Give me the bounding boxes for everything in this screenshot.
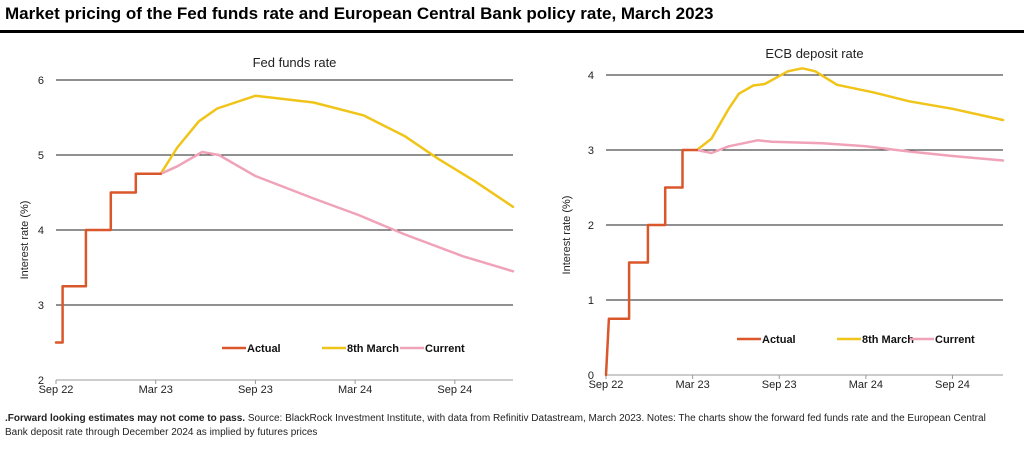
charts-canvas: Fed funds rate 2 3 4 5 6 Sep 22 Mar 23 Sep 23 Mar…: [19, 46, 1005, 396]
chart1-x-tick-label: Mar 23: [139, 384, 173, 396]
chart2-y-tick-label: 4: [588, 70, 594, 82]
chart2-x-tick-label: Mar 23: [675, 379, 709, 391]
footnote-source: Source: BlackRock Investment Institute, …: [5, 413, 986, 438]
chart2-x-tick-label: Mar 24: [849, 379, 883, 391]
chart1-series-current: [159, 150, 515, 273]
chart1-y-tick-label: 3: [38, 300, 44, 312]
chart2-y-tick-label: 0: [588, 370, 594, 382]
chart2-y-tick-label: 2: [588, 220, 594, 232]
chart2-legend-label: Current: [935, 334, 975, 346]
chart1-y-tick-label: 6: [38, 75, 44, 87]
chart2-y-tick-label: 1: [588, 295, 594, 307]
chart2-y-tick-label: 3: [588, 145, 594, 157]
chart2-title: ECB deposit rate: [765, 46, 863, 61]
chart1-y-axis-label: Interest rate (%): [19, 201, 31, 280]
page-title: Market pricing of the Fed funds rate and…: [5, 4, 714, 23]
chart1-y-tick-label: 4: [38, 225, 44, 237]
chart1-title: Fed funds rate: [253, 55, 337, 70]
chart2-series-actual: [604, 148, 699, 377]
footnote-disclaimer: .Forward looking estimates may not come …: [5, 413, 246, 424]
title-rule: [0, 30, 1024, 33]
chart1-series-actual: [54, 172, 162, 344]
chart1-x-tick-label: Sep 24: [437, 384, 472, 396]
chart2-series-8th-march: [695, 67, 1005, 152]
footnote: .Forward looking estimates may not come …: [5, 412, 1005, 440]
chart1-y-tick-label: 2: [38, 375, 44, 387]
chart1-legend-label: Current: [425, 343, 465, 355]
chart1-series-8th-march: [159, 94, 515, 209]
chart2-x-tick-label: Sep 23: [762, 379, 797, 391]
chart2-legend-label: 8th March: [862, 334, 914, 346]
chart2-series-current: [695, 139, 1005, 162]
chart1-x-tick-label: Mar 24: [338, 384, 372, 396]
chart1-y-tick-label: 5: [38, 150, 44, 162]
chart1-legend-label: Actual: [247, 343, 281, 355]
chart2-y-axis-label: Interest rate (%): [561, 196, 573, 275]
chart1-legend-label: 8th March: [347, 343, 399, 355]
chart2-x-tick-label: Sep 24: [935, 379, 970, 391]
chart2-x-tick-label: Sep 22: [589, 379, 624, 391]
chart1-x-tick-label: Sep 23: [238, 384, 273, 396]
chart1-x-tick-label: Sep 22: [39, 384, 74, 396]
chart2-legend-label: Actual: [762, 334, 796, 346]
